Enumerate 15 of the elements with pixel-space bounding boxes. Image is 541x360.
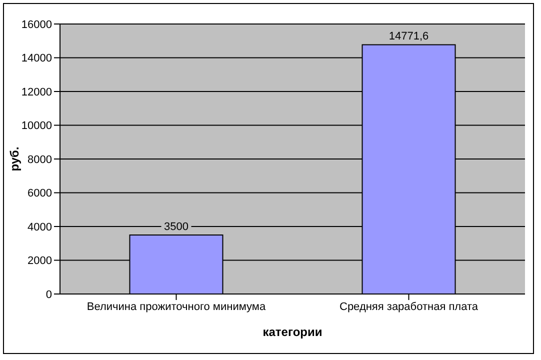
- y-tick-label: 0: [46, 288, 52, 301]
- y-tick-label: 4000: [28, 221, 52, 234]
- y-tick-label: 12000: [21, 86, 52, 98]
- y-tick-label: 8000: [28, 154, 52, 166]
- y-tick-label: 10000: [21, 120, 52, 132]
- y-tick-label: 2000: [28, 255, 52, 268]
- data-label: 3500: [164, 220, 188, 233]
- y-tick-label: 14000: [21, 52, 52, 65]
- data-label: 14771,6: [388, 30, 429, 43]
- y-axis-title: руб.: [7, 146, 22, 172]
- x-axis-title: категории: [262, 325, 322, 339]
- x-tick-label: Величина прожиточного минимума: [86, 300, 266, 313]
- y-tick-label: 16000: [21, 18, 52, 31]
- x-tick-label: Средняя заработная плата: [340, 300, 479, 313]
- y-tick-label: 6000: [28, 188, 52, 200]
